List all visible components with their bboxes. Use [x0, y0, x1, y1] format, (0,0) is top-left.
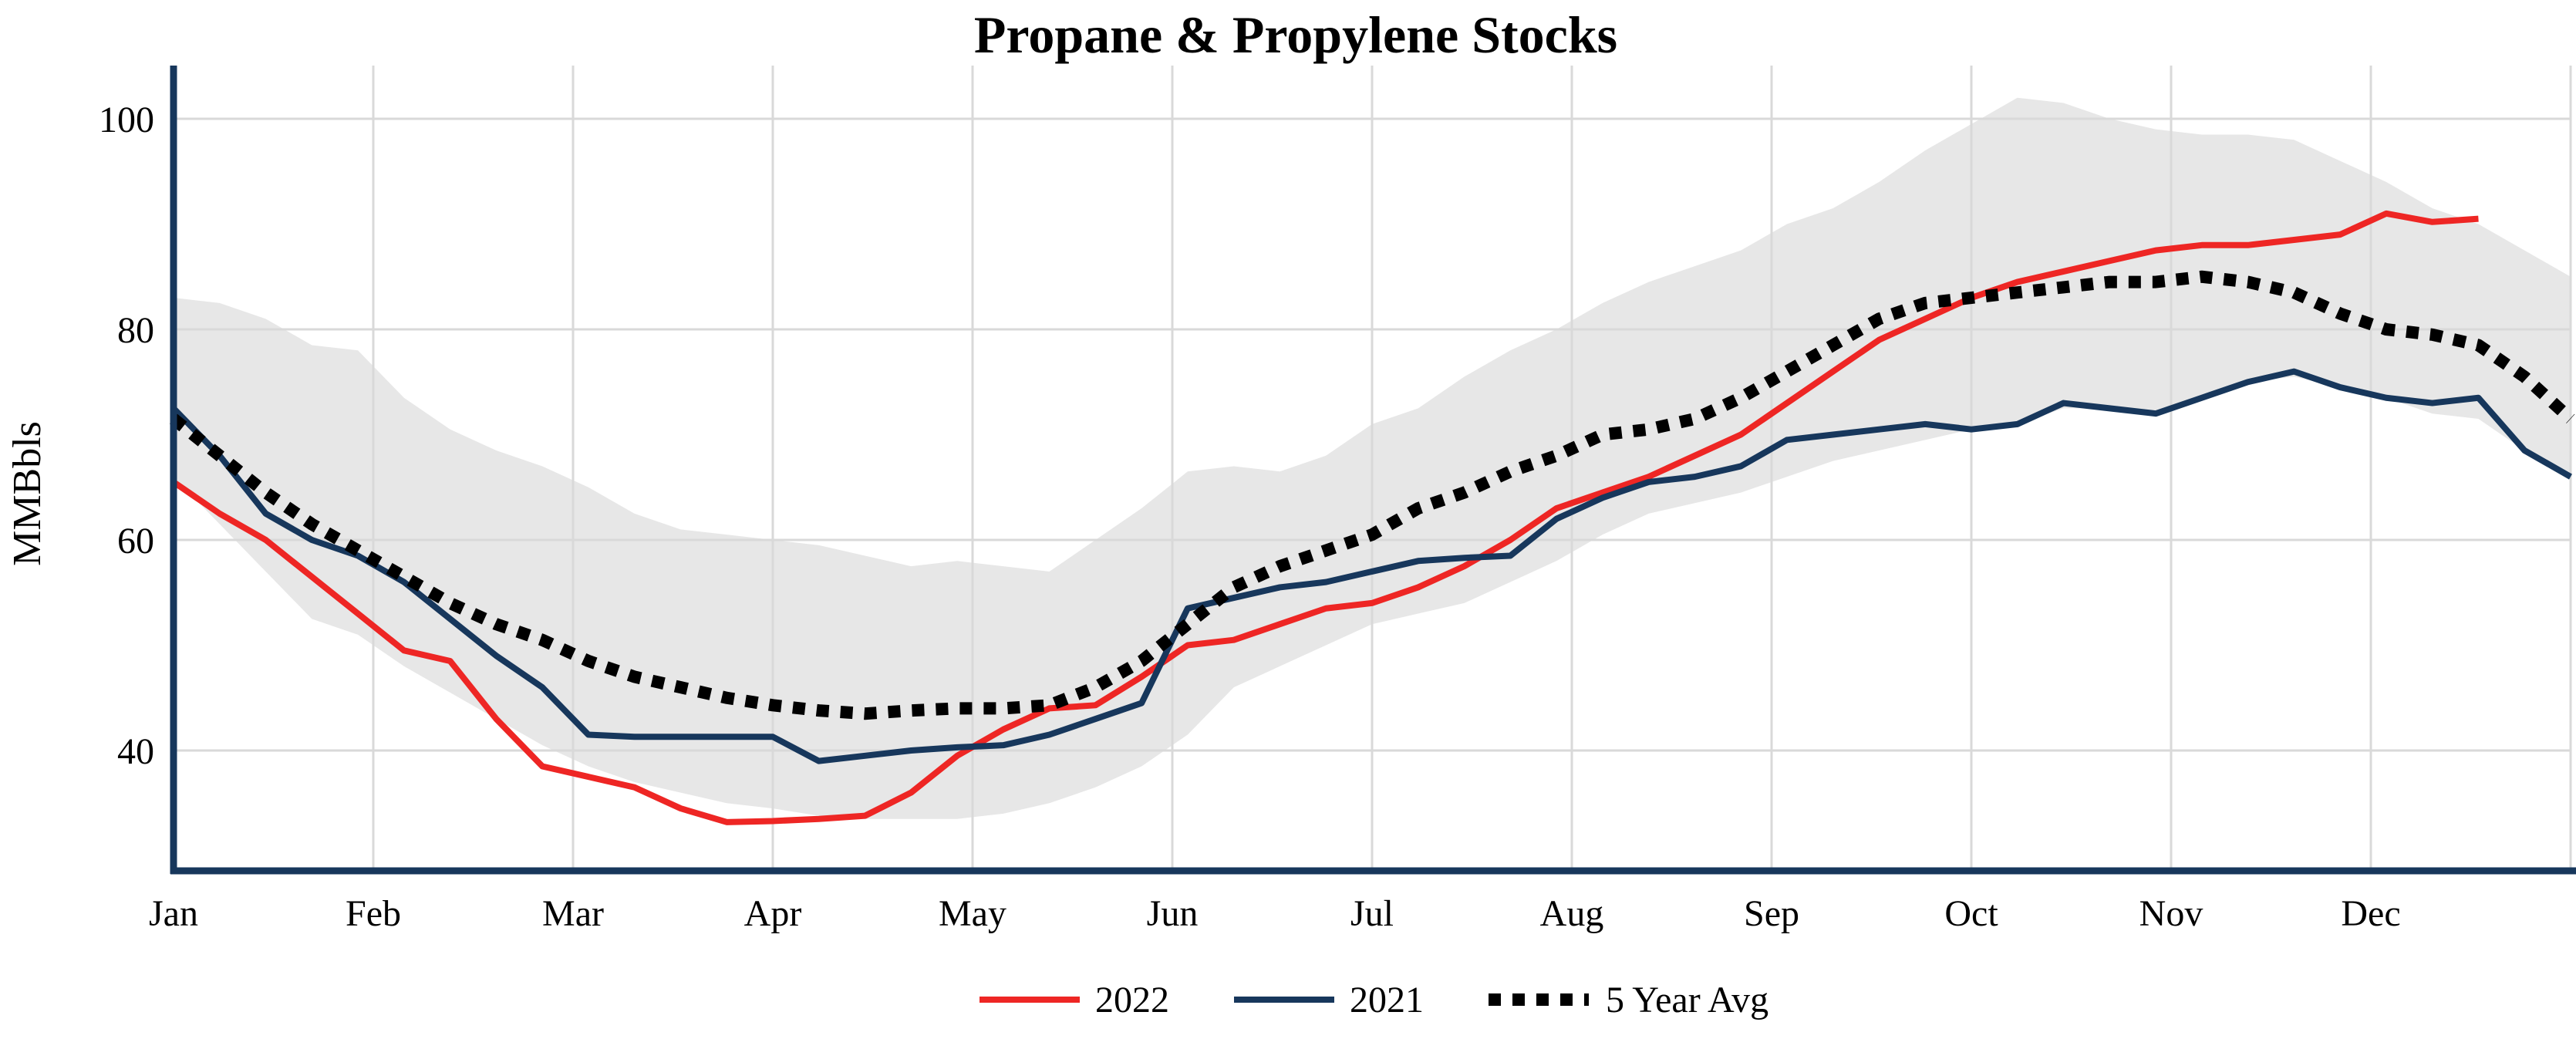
x-tick-label-may: May — [939, 893, 1006, 934]
legend-label-2021: 2021 — [1350, 980, 1424, 1020]
y-tick-label: 100 — [99, 100, 154, 140]
axes — [170, 66, 2576, 875]
series-line-2021 — [171, 368, 2572, 764]
legend-label-2022: 2022 — [1095, 980, 1169, 1020]
y-axis-title: MMBbls — [5, 421, 49, 566]
x-tick-label-oct: Oct — [1944, 893, 1998, 934]
chart-title: Propane & Propylene Stocks — [974, 5, 1617, 64]
legend: 2022 2021 5 Year Avg — [979, 980, 1768, 1020]
y-tick-label: 80 — [117, 310, 154, 351]
x-tick-label-feb: Feb — [346, 893, 401, 934]
x-tick-label-jun: Jun — [1147, 893, 1199, 934]
x-tick-label-apr: Apr — [744, 893, 802, 934]
axis-tick-labels: 40 60 80 100 Jan Feb Mar Apr May Jun Jul Aug Sep Oct N… — [99, 100, 2401, 934]
y-tick-label: 40 — [117, 731, 154, 772]
x-tick-label-jul: Jul — [1350, 893, 1394, 934]
x-tick-label-sep: Sep — [1744, 893, 1799, 934]
x-tick-label-mar: Mar — [542, 893, 604, 934]
series-lines — [170, 210, 2575, 825]
x-tick-label-jan: Jan — [149, 893, 198, 934]
x-tick-label-aug: Aug — [1540, 893, 1604, 934]
x-tick-label-nov: Nov — [2139, 893, 2203, 934]
y-tick-label: 60 — [117, 521, 154, 562]
series-line-2022 — [171, 210, 2479, 825]
series-line-5-year-avg — [170, 270, 2575, 720]
legend-label-5-year-avg: 5 Year Avg — [1606, 980, 1768, 1020]
x-tick-label-dec: Dec — [2341, 893, 2400, 934]
